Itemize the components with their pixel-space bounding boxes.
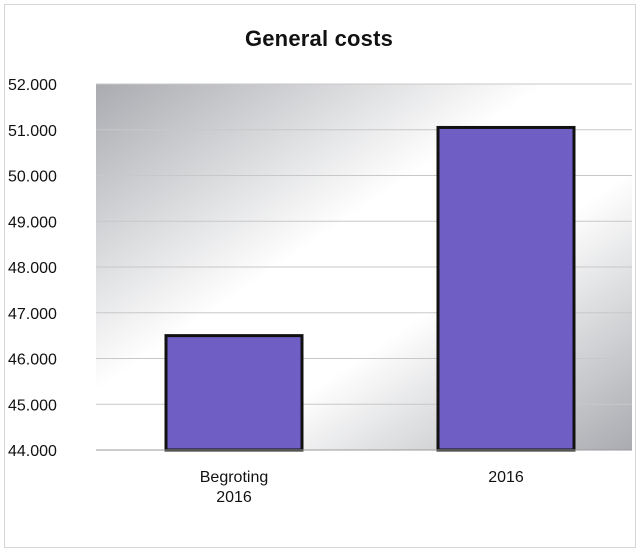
x-axis-ticks: Begroting 2016 2016	[200, 469, 524, 506]
y-axis-ticks: 44.000 45.000 46.000 47.000 48.000 49.000 50.0…	[8, 77, 57, 460]
y-tick-label: 48.000	[8, 260, 57, 277]
y-tick-label: 47.000	[8, 306, 57, 323]
y-tick-label: 50.000	[8, 169, 57, 186]
y-tick-label: 45.000	[8, 397, 57, 414]
bar-1	[164, 334, 304, 452]
y-tick-label: 46.000	[8, 352, 57, 369]
x-tick-label: Begroting 2016	[200, 469, 269, 506]
chart-title: General costs	[244, 26, 394, 51]
y-tick-label: 44.000	[8, 443, 57, 460]
x-tick-label: 2016	[488, 469, 524, 486]
y-tick-label: 51.000	[8, 123, 57, 140]
bars	[164, 125, 576, 452]
y-tick-label: 49.000	[8, 214, 57, 231]
bar-2	[436, 125, 576, 452]
y-tick-label: 52.000	[8, 77, 57, 94]
